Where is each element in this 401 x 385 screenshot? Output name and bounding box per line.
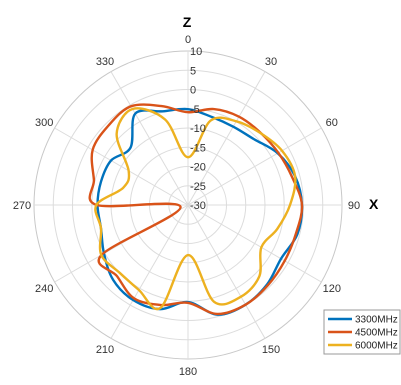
grid-spoke [110, 71, 189, 206]
radial-tick-label: -15 [190, 142, 206, 154]
legend-entry: 4500MHz [355, 328, 398, 339]
grid-spoke [187, 127, 322, 206]
theta-tick-label: 240 [35, 283, 53, 295]
radial-tick-label: -10 [190, 123, 206, 135]
legend: 3300MHz 4500MHz 6000MHz [323, 309, 401, 355]
theta-tick-labels: 0 30 60 90 120 150 180 210 240 270 300 330 [13, 34, 360, 378]
radial-tick-label: 0 [190, 85, 196, 97]
series-layer [88, 103, 304, 316]
top-axis-label: Z [183, 14, 192, 30]
radial-tick-label: -25 [190, 181, 206, 193]
grid-spoke [187, 71, 266, 206]
theta-tick-label: 30 [265, 56, 277, 68]
grid-spoke [110, 204, 189, 339]
theta-tick-label: 270 [13, 200, 31, 212]
theta-tick-label: 0 [185, 34, 191, 46]
series-line-4500MHz [88, 103, 304, 316]
theta-tick-label: 330 [96, 56, 114, 68]
radial-tick-label: -30 [190, 200, 206, 212]
right-axis-label: X [369, 196, 379, 212]
polar-grid [33, 50, 343, 360]
radial-tick-label: -20 [190, 162, 206, 174]
grid-spoke [187, 204, 266, 339]
legend-entry: 3300MHz [355, 315, 398, 326]
legend-entry: 6000MHz [355, 341, 398, 352]
radial-tick-label: 10 [190, 46, 202, 58]
radial-tick-label: -5 [190, 104, 200, 116]
radial-tick-label: 5 [190, 65, 196, 77]
theta-tick-label: 300 [35, 117, 53, 129]
theta-tick-label: 120 [323, 283, 341, 295]
theta-tick-label: 90 [348, 200, 360, 212]
theta-tick-label: 150 [262, 344, 280, 356]
grid-spoke [187, 204, 322, 283]
theta-tick-label: 210 [96, 344, 114, 356]
theta-tick-label: 60 [326, 117, 338, 129]
theta-tick-label: 180 [179, 366, 197, 378]
radial-tick-labels: -30 -25 -20 -15 -10 -5 0 5 10 [190, 46, 206, 212]
grid-spoke [54, 127, 189, 206]
series-line-6000MHz [94, 107, 297, 311]
